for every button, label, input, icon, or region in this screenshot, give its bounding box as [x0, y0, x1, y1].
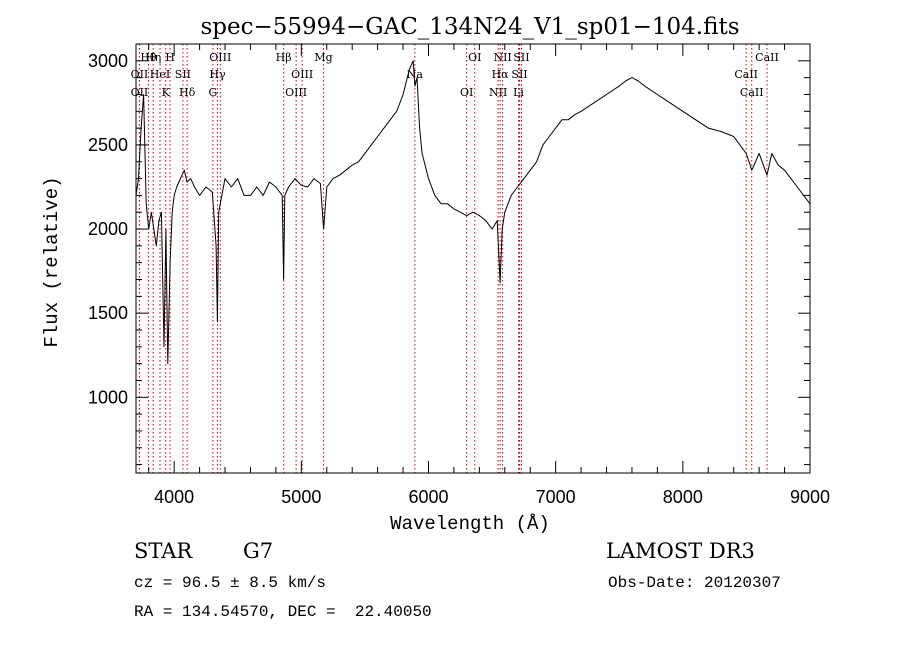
line-id-label: Hγ	[209, 68, 226, 81]
line-id-label: Mg	[314, 51, 332, 64]
line-id-label: Hη	[145, 51, 161, 64]
flux-series-line	[135, 60, 811, 365]
x-tick-label: 4000	[154, 487, 194, 507]
line-id-label: Hα	[492, 68, 510, 81]
line-id-label: OIII	[209, 51, 231, 64]
survey-name: LAMOST DR3	[606, 539, 755, 563]
line-id-label: OIII	[285, 86, 307, 99]
x-tick-label: 6000	[408, 487, 448, 507]
y-axis-label: Flux (relative)	[41, 176, 63, 347]
line-id-label: SII	[175, 68, 191, 81]
chart-title: spec−55994−GAC_134N24_V1_sp01−104.fits	[200, 14, 739, 40]
line-id-label: CaII	[734, 68, 758, 81]
object-subclass: G7	[243, 539, 274, 563]
line-id-labels: HθOIIOIIHηHeIKHSIIHδOIIIHγGHβOIIIOIIIMgN…	[131, 51, 779, 99]
y-tick-label: 1500	[88, 303, 128, 323]
y-tick-label: 2000	[88, 219, 128, 239]
line-id-label: SII	[511, 68, 527, 81]
line-id-label: G	[209, 86, 218, 99]
line-id-label: Na	[407, 68, 424, 81]
observation-date: Obs-Date: 20120307	[608, 574, 781, 592]
line-id-label: OI	[468, 51, 481, 64]
x-tick-label: 7000	[536, 487, 576, 507]
line-id-label: NII	[489, 86, 507, 99]
sky-coordinates: RA = 134.54570, DEC = 22.40050	[134, 603, 432, 621]
redshift-velocity: cz = 96.5 ± 8.5 km/s	[134, 574, 327, 592]
line-id-label: K	[162, 86, 171, 99]
x-tick-label: 9000	[790, 487, 830, 507]
x-tick-label: 8000	[663, 487, 703, 507]
line-id-label: Hβ	[276, 51, 292, 64]
line-id-label: OII	[131, 86, 149, 99]
y-tick-label: 3000	[88, 51, 128, 71]
line-id-label: OII	[131, 68, 149, 81]
axis-ticks: 4000 5000 6000 7000 8000 9000 1000 1500 2000 2500…	[88, 43, 830, 507]
x-tick-label: 5000	[281, 487, 321, 507]
line-id-label: H	[165, 51, 175, 64]
line-id-label: Li	[513, 86, 524, 99]
line-id-label: Hθ	[140, 51, 157, 64]
line-id-label: OI	[460, 86, 473, 99]
x-axis-label: Wavelength (Å)	[390, 513, 550, 535]
object-class: STAR	[134, 539, 193, 563]
line-id-label: CaII	[755, 51, 779, 64]
line-id-label: Hδ	[179, 86, 196, 99]
line-id-label: NII	[493, 51, 511, 64]
y-tick-label: 1000	[88, 387, 128, 407]
line-id-label: OIII	[291, 68, 313, 81]
plot-frame	[135, 43, 811, 474]
y-tick-label: 2500	[88, 135, 128, 155]
line-id-label: CaII	[740, 86, 764, 99]
line-id-label: SII	[513, 51, 529, 64]
line-id-markers	[138, 44, 768, 473]
line-id-label: HeI	[150, 68, 170, 81]
